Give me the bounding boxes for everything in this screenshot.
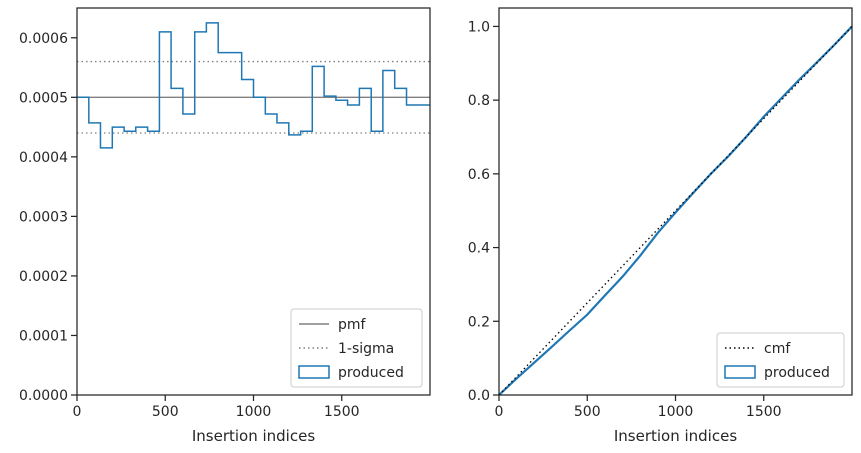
legend-swatch-produced <box>298 365 330 379</box>
legend-label: produced <box>764 365 830 381</box>
x-tick-label: 1000 <box>658 404 694 420</box>
y-tick-label: 0.4 <box>468 241 490 257</box>
legend-label: produced <box>338 365 404 381</box>
x-tick-label: 0 <box>73 404 82 420</box>
x-tick-label: 500 <box>574 404 601 420</box>
y-tick-label: 0.0004 <box>19 150 68 166</box>
y-tick-label: 0.8 <box>468 93 490 109</box>
y-tick-label: 0.2 <box>468 314 490 330</box>
legend-label: 1-sigma <box>338 341 394 357</box>
x-tick-label: 500 <box>152 404 179 420</box>
x-tick-label: 1000 <box>236 404 272 420</box>
y-tick-label: 0.0001 <box>19 328 68 344</box>
y-tick-label: 0.0003 <box>19 209 68 225</box>
legend-box-1 <box>290 308 423 388</box>
legend-box-2 <box>716 332 845 388</box>
y-tick-label: 0.0000 <box>19 388 68 404</box>
y-tick-label: 1.0 <box>468 19 490 35</box>
y-tick-label: 0.0 <box>468 388 490 404</box>
x-axis-label: Insertion indices <box>192 427 315 445</box>
legend-swatch-produced <box>724 365 756 379</box>
y-tick-label: 0.0005 <box>19 90 68 106</box>
produced-histogram <box>77 22 430 149</box>
x-tick-label: 1500 <box>746 404 782 420</box>
x-tick-label: 0 <box>495 404 504 420</box>
legend-label: pmf <box>338 317 367 333</box>
x-axis-label: Insertion indices <box>614 427 737 445</box>
y-tick-label: 0.6 <box>468 167 490 183</box>
produced-cumulative-line <box>498 25 853 396</box>
y-tick-label: 0.0006 <box>19 31 68 47</box>
legend-label: cmf <box>764 341 791 357</box>
x-tick-label: 1500 <box>324 404 360 420</box>
y-tick-label: 0.0002 <box>19 269 68 285</box>
